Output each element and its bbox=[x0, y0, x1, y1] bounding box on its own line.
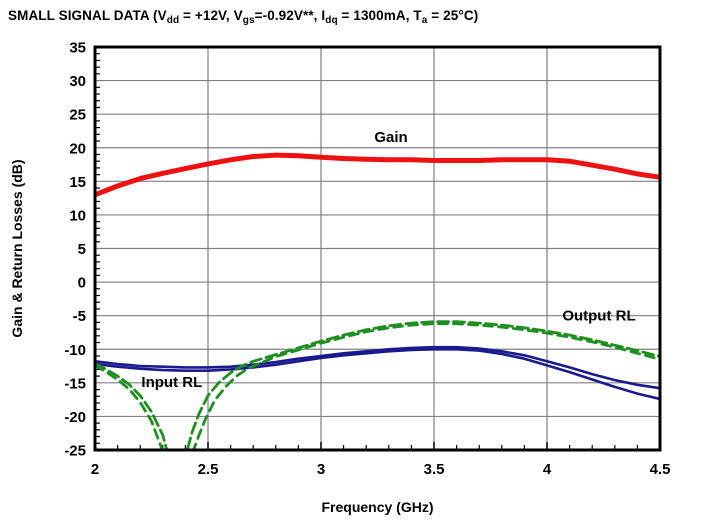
y-tick-label: 25 bbox=[69, 107, 86, 124]
x-axis-title: Frequency (GHz) bbox=[321, 499, 433, 515]
y-tick-label: -25 bbox=[64, 443, 86, 460]
title-text: = +12V, V bbox=[179, 8, 243, 23]
y-tick-label: 0 bbox=[78, 275, 86, 292]
y-tick-label: 15 bbox=[69, 174, 86, 191]
annotation-input-rl: Input RL bbox=[141, 374, 202, 391]
title-text: = 1300mA, T bbox=[337, 8, 422, 23]
title-text: = 25°C) bbox=[427, 8, 479, 23]
title-subscript: dd bbox=[166, 15, 180, 26]
annotation-output-rl: Output RL bbox=[562, 308, 635, 325]
x-tick-label: 3 bbox=[317, 461, 325, 478]
series-input-rl-trace-1 bbox=[95, 345, 660, 390]
annotation-gain: Gain bbox=[374, 129, 407, 146]
series-gain bbox=[95, 152, 660, 198]
y-axis-title: Gain & Return Losses (dB) bbox=[9, 159, 25, 337]
plot-border bbox=[93, 45, 662, 452]
y-tick-label: 35 bbox=[69, 40, 86, 57]
y-tick-label: -5 bbox=[73, 308, 86, 325]
y-tick-label: -10 bbox=[64, 342, 86, 359]
series-output-rl-trace-1 bbox=[95, 320, 660, 450]
x-tick-label: 2.5 bbox=[198, 461, 219, 478]
y-tick-label: -20 bbox=[64, 409, 86, 426]
x-tick-label: 4 bbox=[543, 461, 552, 478]
y-tick-label: 5 bbox=[78, 241, 86, 258]
x-tick-label: 4.5 bbox=[650, 461, 671, 478]
y-tick-label: -15 bbox=[64, 375, 86, 392]
title-text: SMALL SIGNAL DATA (V bbox=[8, 8, 167, 23]
series-output-rl-trace-2 bbox=[95, 322, 660, 450]
chart-title: SMALL SIGNAL DATA (Vdd = +12V, Vgs=-0.92… bbox=[8, 8, 478, 26]
title-text: =-0.92V**, I bbox=[254, 8, 326, 23]
title-subscript: dq bbox=[325, 15, 338, 26]
series-input-rl-trace-2 bbox=[95, 347, 660, 401]
y-tick-label: 30 bbox=[69, 73, 86, 90]
y-tick-label: 20 bbox=[69, 140, 86, 157]
y-tick-label: 10 bbox=[69, 207, 86, 224]
x-tick-label: 2 bbox=[91, 461, 99, 478]
title-subscript: a bbox=[421, 15, 428, 26]
x-tick-label: 3.5 bbox=[424, 461, 445, 478]
title-subscript: gs bbox=[242, 15, 255, 26]
